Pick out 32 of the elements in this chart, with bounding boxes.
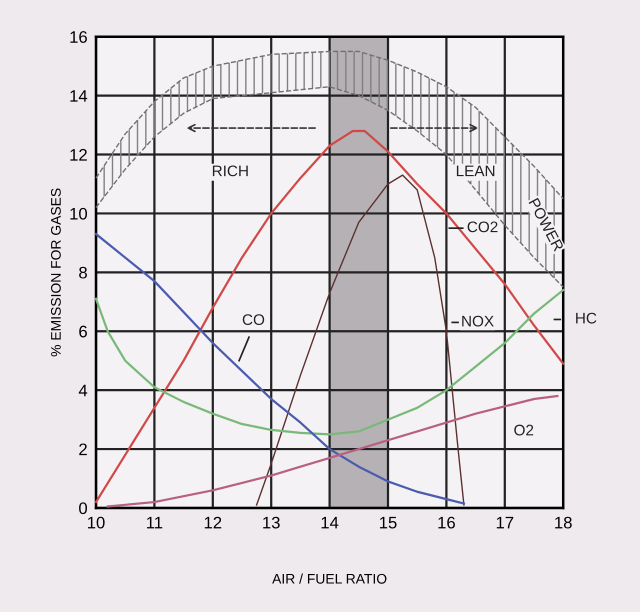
- y-tick-label: 10: [70, 208, 88, 220]
- y-tick-label: 0: [79, 502, 88, 514]
- y-tick-label: 4: [78, 384, 88, 396]
- line-series: [94, 288, 564, 436]
- annotation: RICH: [212, 165, 248, 176]
- x-tick-label: 14: [322, 516, 338, 528]
- series-label: NOX: [462, 316, 494, 327]
- text: CO: [242, 314, 264, 326]
- y-tick-label: 12: [70, 148, 87, 161]
- series-label: CO2: [468, 221, 498, 232]
- x-tick-label: 12: [204, 516, 222, 528]
- x-tick-label: 13: [263, 516, 280, 529]
- y-tick-label: 14: [70, 90, 88, 102]
- series-label: O2: [514, 424, 534, 436]
- x-tick-label: 17: [496, 516, 514, 528]
- line-series: [106, 394, 558, 508]
- annotation: LEAN: [456, 166, 494, 176]
- x-axis-title: AIR / FUEL RATIO: [272, 573, 386, 584]
- x-tick-label: 15: [380, 516, 397, 529]
- y-axis-title: % EMISSION FOR GASES: [50, 188, 61, 356]
- line-series: [95, 50, 564, 200]
- series-label: HC: [576, 312, 596, 324]
- x-tick-label: 10: [88, 516, 105, 529]
- x-tick-label: 18: [555, 516, 572, 529]
- y-tick-label: 16: [70, 31, 87, 43]
- line-series: [94, 130, 564, 504]
- x-tick-label: 16: [438, 516, 455, 529]
- y-tick-label: 2: [79, 443, 87, 456]
- y-tick-label: 6: [79, 326, 87, 338]
- x-tick-label: 11: [147, 516, 162, 528]
- y-tick-label: 8: [79, 266, 87, 279]
- line-series: [95, 86, 564, 288]
